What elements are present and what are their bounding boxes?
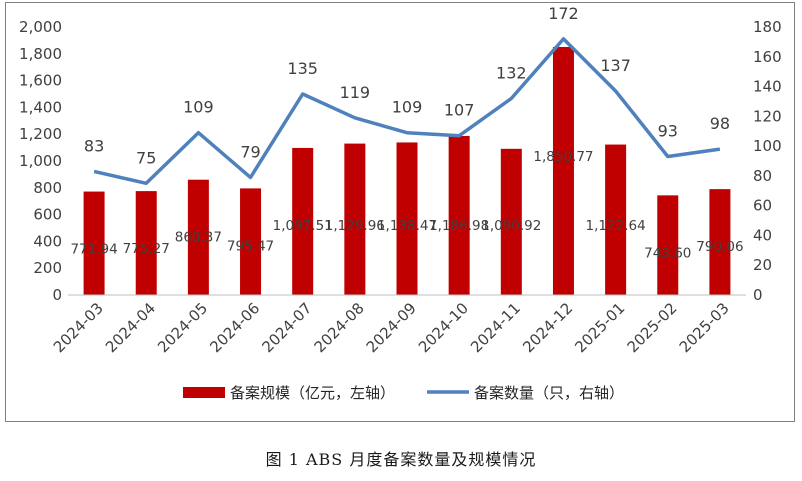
chart-frame: 0 200 400 600 800 1,000 1,200 1,400 1,600 1,800 2,… [5,2,795,422]
legend-bar-label: 备案规模（亿元，左轴） [230,384,395,402]
left-axis-tick: 1,000 [19,152,62,170]
line-value-label: 119 [340,83,371,102]
left-axis-tick: 200 [33,259,62,277]
right-axis-tick: 120 [753,107,782,125]
line-value-label: 132 [496,63,527,82]
bar-value-label: 1,129.96 [325,218,385,234]
bar-value-label: 1,097.51 [273,218,333,234]
bar-value-label: 1,090.92 [481,218,541,234]
left-axis-tick: 800 [33,179,62,197]
line-value-label: 137 [600,56,631,75]
bar [187,179,209,295]
bar [344,143,366,295]
line-value-label: 83 [84,136,104,155]
x-axis-tick: 2024-08 [311,299,368,356]
right-axis-tick: 100 [753,137,782,155]
bar-value-label: 743.60 [644,245,691,261]
bar-value-label: 1,850.77 [533,149,593,165]
bar-value-label: 775.27 [123,241,170,257]
bar [709,189,731,295]
bar [657,195,679,295]
legend: 备案规模（亿元，左轴） 备案数量（只，右轴） [183,384,624,402]
bar-value-labels: 771.94 775.27 860.37 795.47 1,097.511,129.96… [70,149,743,261]
figure-caption: 图 1 ABS 月度备案数量及规模情况 [265,450,537,469]
line-value-label: 109 [183,98,214,117]
line-value-label: 107 [444,101,475,120]
line-value-label: 172 [548,4,579,23]
legend-bar-swatch [183,387,225,398]
left-axis-tick: 2,000 [19,18,62,36]
bar-value-label: 1,138.47 [377,218,437,234]
bar [500,148,522,295]
left-axis-tick: 400 [33,232,62,250]
bar-value-label: 771.94 [70,242,117,258]
x-axis-tick: 2024-11 [467,299,524,356]
line-value-label: 98 [710,114,730,133]
bar-series [83,46,731,295]
right-axis-tick: 80 [753,167,772,185]
x-axis-tick: 2024-07 [258,299,315,356]
bar [240,188,262,295]
bar [396,142,418,295]
line-value-labels: 83 75 109 79 135 119 109 107 132 172 137 93 98 [84,4,730,167]
x-axis-ticks: 2024-032024-042024-052024-062024-072024-… [50,299,733,356]
left-axis-tick: 600 [33,206,62,224]
x-axis-tick: 2025-03 [676,299,733,356]
x-axis-tick: 2024-12 [519,299,576,356]
left-axis-tick: 1,400 [19,98,62,116]
right-axis-tick: 40 [753,226,772,244]
bar-value-label: 1,186.98 [429,218,489,234]
x-axis-tick: 2025-01 [571,299,628,356]
line-value-label: 109 [392,98,423,117]
right-axis-tick: 0 [753,286,763,304]
left-axis-tick: 1,200 [19,125,62,143]
left-axis-tick: 1,600 [19,72,62,90]
bar [448,135,470,295]
bar [605,144,627,295]
bar-value-label: 795.47 [227,238,274,254]
bar [135,191,157,295]
x-axis-tick: 2024-06 [206,299,263,356]
right-axis-tick: 60 [753,197,772,215]
right-axis-tick: 140 [753,78,782,96]
x-axis-tick: 2024-09 [363,299,420,356]
bar [83,191,105,295]
line-value-label: 135 [287,59,318,78]
left-axis-tick: 1,800 [19,45,62,63]
bar-value-label: 860.37 [175,230,222,246]
x-axis-tick: 2024-04 [102,299,159,356]
x-axis-tick: 2025-02 [624,299,681,356]
right-axis-tick: 160 [753,48,782,66]
right-axis-tick: 180 [753,18,782,36]
legend-line-label: 备案数量（只，右轴） [474,384,624,402]
x-axis-tick: 2024-03 [50,299,107,356]
left-axis-tick: 0 [52,286,62,304]
line-series [93,37,721,186]
x-axis-tick: 2024-05 [154,299,211,356]
bar [292,147,314,295]
left-axis-ticks: 0 200 400 600 800 1,000 1,200 1,400 1,600 1,800 2,… [19,18,62,304]
line-value-label: 79 [240,142,260,161]
bar-value-label: 1,122.64 [586,218,646,234]
line-value-label: 75 [136,148,156,167]
line-value-label: 93 [658,122,678,141]
bar [552,46,574,295]
combo-chart: 02004006008001,0001,2001,4001,6001,8002,… [19,4,782,402]
bar-value-label: 790.06 [696,239,743,255]
right-axis-tick: 20 [753,256,772,274]
right-axis-ticks: 0 20 40 60 80 100 120 140 160 180 [753,18,782,304]
x-axis-tick: 2024-10 [415,299,472,356]
